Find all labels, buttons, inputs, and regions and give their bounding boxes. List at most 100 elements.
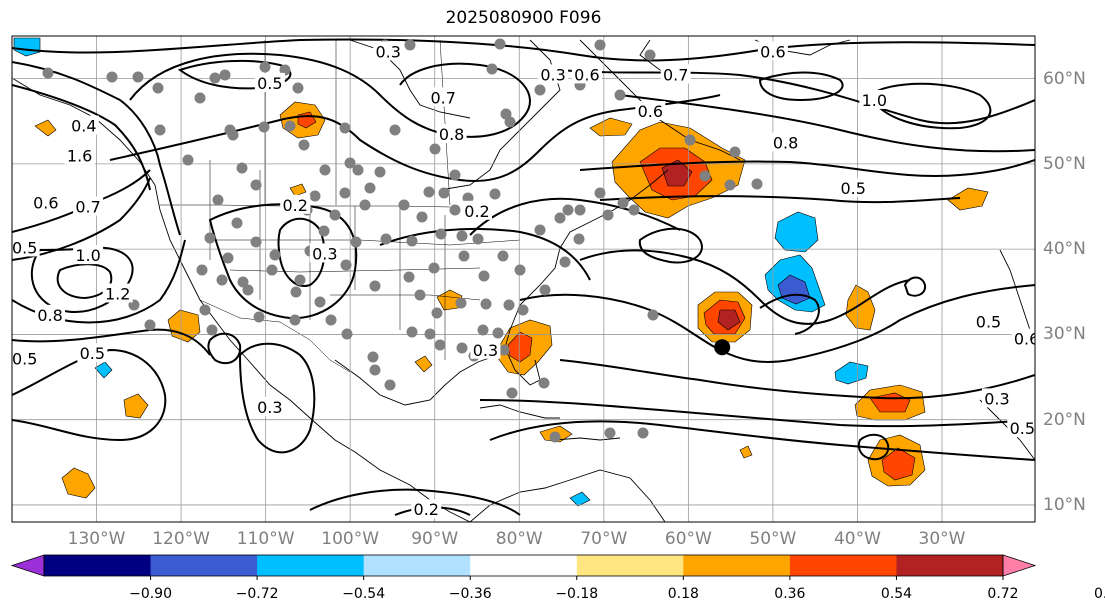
contour-label-background	[859, 89, 890, 109]
observation-dot	[374, 166, 386, 178]
contour-label-background	[280, 194, 311, 214]
observation-dot	[637, 427, 649, 439]
observation-dot	[628, 204, 640, 216]
contour-label: 0.5	[12, 349, 37, 368]
observation-dot	[559, 256, 571, 268]
observation-dot	[369, 364, 381, 376]
observation-dot	[219, 69, 231, 81]
contour-lines	[12, 38, 1035, 516]
observation-dot	[340, 259, 352, 271]
longitude-tick-label: 70°W	[580, 529, 628, 549]
observation-dot	[196, 264, 208, 276]
contour-label: 0.5	[80, 344, 105, 363]
contour-label-background	[73, 196, 104, 216]
contour-label: 0.3	[984, 389, 1009, 408]
observation-dot	[152, 82, 164, 94]
observation-dot	[106, 71, 118, 83]
observation-dot	[477, 324, 489, 336]
observation-dot	[154, 124, 166, 136]
observation-dot	[290, 286, 302, 298]
observation-dot	[503, 299, 515, 311]
contour-label-background	[470, 339, 501, 359]
colorbar-segment	[150, 555, 258, 576]
colorbar-segment	[576, 555, 684, 576]
observation-dot	[574, 204, 586, 216]
observation-dot	[614, 89, 626, 101]
observation-dot	[222, 252, 234, 264]
contour-label: 0.5	[257, 74, 282, 93]
observation-dot	[435, 228, 447, 240]
observation-dot	[480, 298, 492, 310]
observation-dot	[380, 233, 392, 245]
observation-dot	[236, 162, 248, 174]
observation-dot	[204, 232, 216, 244]
contour-label: 0.5	[12, 238, 37, 257]
observation-dot	[250, 179, 262, 191]
observation-dot	[449, 204, 461, 216]
contour-label: 0.4	[71, 117, 96, 136]
observation-dot	[132, 71, 144, 83]
contour-label-background	[73, 245, 104, 265]
contour-label: 0.3	[312, 244, 337, 263]
colorbar-tick-label: −0.90	[129, 586, 172, 602]
observation-dot	[594, 187, 606, 199]
observation-dot	[209, 72, 221, 84]
observation-dot	[325, 314, 337, 326]
contour-label: 0.6	[638, 102, 663, 121]
observation-dot	[497, 250, 509, 262]
observation-dot	[486, 63, 498, 75]
observation-dot	[647, 309, 659, 321]
colorbar	[10, 554, 1037, 580]
contour-label-background	[35, 304, 66, 324]
observation-dot	[644, 49, 656, 61]
colorbar-segment	[896, 555, 1004, 576]
observation-dot	[364, 182, 376, 194]
contour-label: 0.2	[283, 196, 308, 215]
storm-center-marker	[714, 339, 731, 356]
observation-dot	[431, 307, 443, 319]
longitude-tick-label: 60°W	[664, 529, 712, 549]
contour-labels: 0.30.50.70.80.3 0.6 0.70.60.61.00.80.50.41…	[12, 41, 1035, 519]
observation-dot	[462, 192, 474, 204]
colorbar-segment	[44, 555, 152, 576]
observation-dot	[298, 139, 310, 151]
observation-dot	[416, 211, 428, 223]
observation-dot	[414, 289, 426, 301]
observation-dot	[389, 124, 401, 136]
observation-dot	[684, 134, 696, 146]
observation-dot	[266, 264, 278, 276]
colorbar-segment	[683, 555, 791, 576]
observation-dot	[492, 327, 504, 339]
observation-dot	[227, 129, 239, 141]
contour-label-background	[30, 192, 61, 212]
longitude-tick-label: 130°W	[67, 529, 126, 549]
observation-dot	[319, 164, 331, 176]
contour-label-background	[770, 132, 801, 152]
colorbar-tick-label: 0.18	[667, 586, 699, 602]
observation-dot	[352, 164, 364, 176]
colorbar-tick-label: 0.90	[1093, 586, 1105, 602]
observation-dot	[506, 387, 518, 399]
colorbar-tick-label: 0.54	[880, 586, 913, 602]
contour-label-background	[436, 124, 467, 144]
latitude-tick-label: 20°N	[1043, 409, 1086, 430]
colorbar-tick-label: 0.72	[987, 586, 1019, 602]
observation-dot	[253, 311, 265, 323]
observation-dot	[539, 284, 551, 296]
observation-dot	[242, 284, 254, 296]
observation-dot	[369, 280, 381, 292]
contour-label: 1.0	[862, 91, 887, 110]
contour-label-background	[981, 388, 1012, 408]
contour-label: 1.0	[75, 246, 100, 265]
map-frame	[11, 35, 1036, 523]
contour-label-background	[12, 348, 40, 368]
contour-label: 0.2	[414, 500, 439, 519]
contour-label-background	[64, 145, 95, 165]
observation-dot	[144, 319, 156, 331]
observation-dot	[318, 225, 330, 237]
colorbar-tick-label: −0.36	[448, 586, 492, 602]
observation-dot	[289, 314, 301, 326]
observation-dot	[438, 187, 450, 199]
contour-label: 0.8	[439, 125, 464, 144]
observation-dot	[403, 271, 415, 283]
